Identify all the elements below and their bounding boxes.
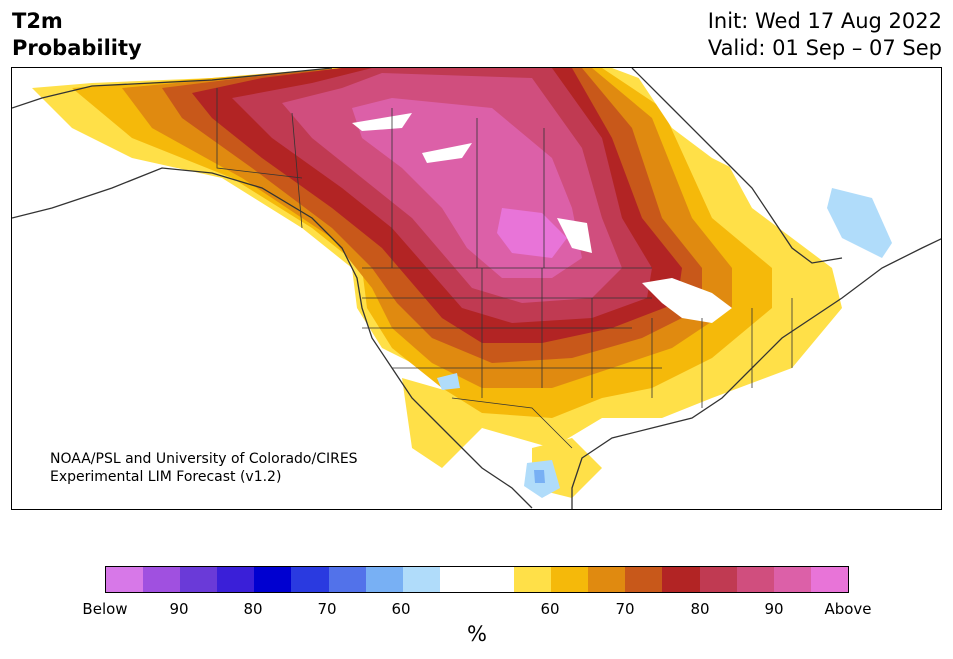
colorbar-swatch <box>551 567 589 592</box>
colorbar-unit: % <box>467 622 487 646</box>
colorbar-swatch <box>773 567 811 592</box>
colorbar-swatch <box>476 567 515 592</box>
credit-line-2: Experimental LIM Forecast (v1.2) <box>50 469 282 485</box>
prob-above-region <box>497 208 567 258</box>
colorbar-swatch <box>106 567 144 592</box>
colorbar-tick-above: Above <box>824 600 872 618</box>
prob-below-60-sw <box>437 373 460 390</box>
colorbar-swatch <box>588 567 626 592</box>
colorbar-tick-70-below: 70 <box>317 600 337 618</box>
probability-map <box>12 68 941 509</box>
colorbar-swatch <box>699 567 737 592</box>
colorbar-tick-below: Below <box>82 600 128 618</box>
prob-below-70-mexico <box>534 470 545 483</box>
valid-date: Valid: 01 Sep – 07 Sep <box>707 36 942 60</box>
political-borders <box>216 88 793 449</box>
colorbar-swatch <box>402 567 440 592</box>
colorbar-tick-80-above: 80 <box>690 600 710 618</box>
colorbar-swatch <box>736 567 774 592</box>
credit-line-1: NOAA/PSL and University of Colorado/CIRE… <box>50 451 358 467</box>
date-info: Init: Wed 17 Aug 2022 Valid: 01 Sep – 07… <box>708 8 942 62</box>
product-label: Probability <box>12 36 142 60</box>
colorbar-tick-90-above: 90 <box>764 600 784 618</box>
chart-title: T2m Probability <box>12 8 142 62</box>
forecast-map: NOAA/PSL and University of Colorado/CIRE… <box>11 67 942 510</box>
map-credit: NOAA/PSL and University of Colorado/CIRE… <box>50 450 358 486</box>
variable-label: T2m <box>12 9 63 33</box>
colorbar-swatch <box>662 567 700 592</box>
colorbar-swatch <box>328 567 366 592</box>
lake-3 <box>557 218 592 253</box>
colorbar-tick-80-below: 80 <box>243 600 263 618</box>
colorbar-swatch <box>439 567 477 592</box>
colorbar-swatch <box>365 567 403 592</box>
init-date: Init: Wed 17 Aug 2022 <box>707 9 942 33</box>
colorbar-swatch <box>810 567 848 592</box>
colorbar-tick-70-above: 70 <box>615 600 635 618</box>
colorbar-swatch <box>291 567 329 592</box>
colorbar-tick-60-above: 60 <box>540 600 560 618</box>
lake-1 <box>352 113 412 131</box>
lake-2 <box>422 143 472 163</box>
colorbar-tick-90-below: 90 <box>169 600 189 618</box>
colorbar-tick-60-below: 60 <box>391 600 411 618</box>
colorbar-swatch <box>625 567 663 592</box>
great-lakes <box>642 278 732 323</box>
colorbar <box>105 566 849 593</box>
prob-below-60-quebec <box>827 188 892 258</box>
colorbar-swatch <box>254 567 292 592</box>
colorbar-swatch <box>143 567 181 592</box>
colorbar-swatch <box>180 567 218 592</box>
coastlines <box>12 68 941 509</box>
colorbar-swatch <box>514 567 552 592</box>
colorbar-swatch <box>217 567 255 592</box>
hudson-bay <box>632 68 772 178</box>
